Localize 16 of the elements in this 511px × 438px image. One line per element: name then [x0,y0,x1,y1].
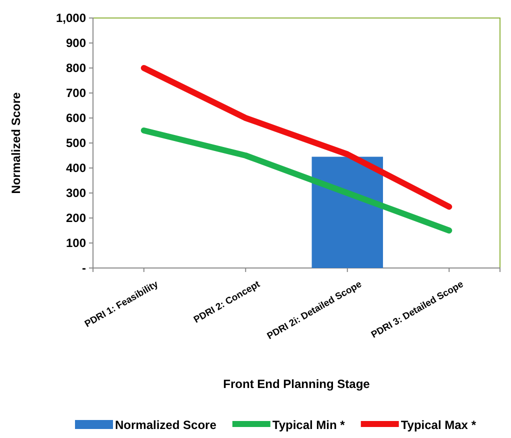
y-tick-label: 1,000 [56,10,86,25]
legend-label: Typical Min * [272,418,346,432]
y-tick-label: 900 [66,36,86,50]
y-axis-title: Normalized Score [9,92,23,194]
y-tick-label: 400 [66,160,86,175]
y-tick-label: 600 [66,110,86,125]
y-tick-label: 700 [66,86,86,100]
x-axis-title: Front End Planning Stage [223,377,370,391]
y-tick-label: 200 [66,210,86,225]
y-tick-label: 100 [66,236,86,250]
y-tick-label: 300 [66,186,86,200]
y-tick-label: - [82,260,86,275]
y-tick-label: 800 [66,60,86,75]
legend-label: Normalized Score [115,418,217,432]
y-tick-label: 500 [66,136,86,150]
legend-label: Typical Max * [400,418,476,432]
